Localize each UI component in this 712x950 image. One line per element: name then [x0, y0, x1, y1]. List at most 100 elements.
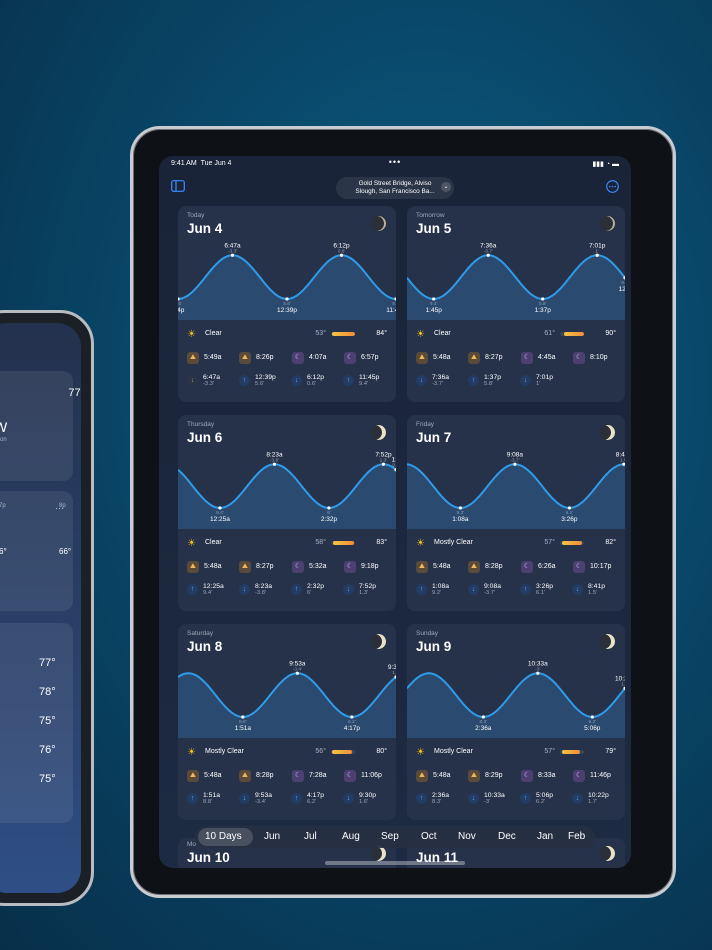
sunset: ⛰ 8:28p [468, 561, 516, 575]
day-card[interactable]: Sunday Jun 9 2:36a 8.3' 10:33a -3' 5:06p 6.2'… [407, 624, 625, 820]
temp-high: 84° [376, 330, 387, 337]
tide-time: 7:01p [536, 374, 554, 381]
tide-label-height: 8.3' [480, 719, 488, 725]
month-jul[interactable]: Jul [304, 831, 317, 842]
day-card[interactable]: Saturday Jun 8 1:51a 8.8' 9:53a -3.4' 4:17p 6… [178, 624, 396, 820]
day-card[interactable]: Tomorrow Jun 5 1:45p 9.4' 7:36a -3.7' 1:37p 5… [407, 206, 625, 402]
location-picker[interactable]: Gold Street Bridge, Alviso Slough, San F… [336, 177, 454, 199]
tide-label-height: -3.7' [484, 248, 493, 254]
month-aug[interactable]: Aug [342, 831, 360, 842]
sunrise-time: 5:48a [204, 563, 222, 570]
secondary-ipad-screen: 77° W ction 7p 8p 6° 66° … 77° 78° 75° 7… [0, 323, 81, 893]
moonrise: ☾ 4:45a [521, 352, 569, 366]
tide-point [178, 297, 180, 301]
sidebar-icon[interactable] [171, 180, 185, 192]
month-jan[interactable]: Jan [537, 831, 554, 842]
month-sep[interactable]: Sep [381, 831, 399, 842]
tide-label-height: 1.6' [392, 670, 396, 676]
arrow-up-icon: ↑ [520, 793, 531, 804]
arrow-up-icon: ↑ [187, 584, 198, 595]
tide-label-height: 7.5' [178, 301, 182, 307]
tide-event: ↓ 6:47a -3.3' [187, 374, 237, 392]
sunset: ⛰ 8:27p [239, 561, 287, 575]
tide-point [218, 506, 222, 510]
tide-label-height: 9.4' [216, 510, 224, 516]
tide-point [339, 253, 344, 257]
sunset: ⛰ 8:27p [468, 352, 516, 366]
tide-label-time: 6:47a [224, 242, 241, 249]
moonrise: ☾ 6:26a [521, 561, 569, 575]
tide-event: ↑ 5:06p 6.2' [520, 792, 570, 810]
tide-label-time: 8:23a [266, 451, 283, 458]
arrow-up-icon: ↑ [343, 375, 354, 386]
moon-phase-icon [600, 216, 615, 231]
moon-phase-icon [600, 634, 615, 649]
sun-moon-row: ⛰ 5:48a ⛰ 8:28p ☾ 6:26a ☾ 10:17p [416, 561, 616, 575]
month-nov[interactable]: Nov [458, 831, 476, 842]
tide-label-height: 9.4' [621, 280, 625, 286]
arrow-up-icon: ↑ [291, 584, 302, 595]
tide-time: 4:17p [307, 792, 325, 799]
month-dec[interactable]: Dec [498, 831, 516, 842]
tide-time: 1:51a [203, 792, 221, 799]
sunrise-icon: ⛰ [187, 352, 199, 364]
sunset-time: 8:29p [485, 772, 503, 779]
month-oct[interactable]: Oct [421, 831, 437, 842]
tide-event: ↑ 1:08a 9.2' [416, 583, 466, 601]
tide-event: ↑ 3:26p 6.1' [520, 583, 570, 601]
tide-height: -3.7' [484, 590, 496, 596]
tide-area [178, 673, 396, 738]
tide-time: 9:53a [255, 792, 273, 799]
tide-event: ↓ 10:22p 1.7' [572, 792, 622, 810]
ellipsis-circle-icon[interactable] [605, 180, 619, 193]
tide-event: ↑ 2:36a 8.3' [416, 792, 466, 810]
ellipsis-icon[interactable]: … [55, 501, 64, 511]
tide-point [622, 462, 625, 466]
peek-date: Jun 10 [187, 850, 230, 865]
secondary-ipad: 77° W ction 7p 8p 6° 66° … 77° 78° 75° 7… [0, 310, 94, 906]
temp-low: 53° [315, 330, 326, 337]
tide-height: -3.4' [255, 799, 267, 805]
moonset-icon: ☾ [344, 352, 356, 364]
day-card[interactable]: Thursday Jun 6 12:25a 9.4' 8:23a -3.8' 2:32p… [178, 415, 396, 611]
arrow-down-icon: ↓ [468, 584, 479, 595]
tide-height: 9.4' [203, 590, 213, 596]
arrow-down-icon: ↓ [416, 375, 427, 386]
tide-label-height: -3.8' [270, 457, 279, 463]
day-date: Jun 9 [416, 639, 452, 654]
arrow-up-icon: ↑ [239, 375, 250, 386]
moonset-time: 11:46p [590, 772, 611, 779]
month-10-days[interactable]: 10 Days [205, 831, 242, 842]
moonset-icon: ☾ [573, 770, 585, 782]
moonrise: ☾ 7:28a [292, 770, 340, 784]
month-selector-highlight [198, 828, 253, 846]
tide-time: 10:22p [588, 792, 609, 799]
tide-event: ↓ 7:01p 1' [520, 374, 570, 392]
temp-high: 77° [68, 387, 81, 399]
month-feb[interactable]: Feb [568, 831, 586, 842]
day-card[interactable]: Friday Jun 7 1:08a 9.2' 9:08a -3.7' 3:26p 6.1… [407, 415, 625, 611]
tide-events-row: ↓ 7:36a -3.7' ↑ 1:37p 5.8' ↓ 7:01p 1' [416, 374, 616, 394]
chevron-down-icon: ⌄ [441, 182, 451, 192]
tide-point [595, 253, 599, 257]
tide-height: -3.8' [255, 590, 267, 596]
tide-label-time: 3:26p [561, 516, 578, 523]
tide-point [486, 253, 490, 257]
day-card[interactable]: Today Jun 4 :04p 7.5' 6:47a -3.3' 12:39p 5.6'… [178, 206, 396, 402]
sunset-icon: ⛰ [239, 352, 251, 364]
moonset-time: 6:57p [361, 354, 379, 361]
sunset-time: 8:26p [256, 354, 274, 361]
peek-day-label: Mo [187, 841, 197, 848]
multitasking-dots[interactable]: ••• [388, 157, 402, 167]
day-label: Saturday [187, 630, 214, 637]
sunset-time: 8:27p [256, 563, 274, 570]
hour-8p: 8p [59, 503, 66, 509]
tide-height: 1.7' [588, 799, 598, 805]
tide-label-time: 7:36a [480, 242, 497, 249]
month-jun[interactable]: Jun [264, 831, 281, 842]
sun-moon-row: ⛰ 5:48a ⛰ 8:29p ☾ 8:33a ☾ 11:46p [416, 770, 616, 784]
moonset-time: 8:10p [590, 354, 608, 361]
tide-time: 1:37p [484, 374, 502, 381]
temp-low: 56° [315, 748, 326, 755]
tide-height: 0.6' [307, 381, 317, 387]
